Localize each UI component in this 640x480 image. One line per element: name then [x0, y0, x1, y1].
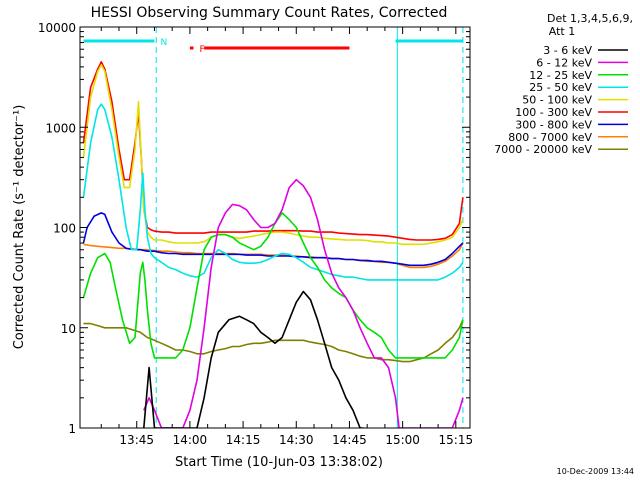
x-tick-label-4: 14:45	[332, 433, 367, 447]
flag-label-N: N	[160, 38, 167, 48]
legend-label-7: 800 - 7000 keV	[508, 131, 592, 144]
x-tick-label-2: 14:15	[226, 433, 261, 447]
footer-date: 10-Dec-2009 13:44	[557, 467, 634, 476]
plot-area	[82, 27, 464, 428]
chart-title: HESSI Observing Summary Count Rates, Cor…	[91, 5, 448, 21]
series-line-8	[83, 319, 464, 363]
y-tick-label-2: 100	[53, 222, 76, 236]
series-line-7	[83, 242, 464, 269]
y-tick-label-4: 10000	[38, 21, 76, 35]
legend-label-4: 50 - 100 keV	[522, 94, 592, 107]
legend-label-3: 25 - 50 keV	[529, 81, 592, 94]
x-axis-label: Start Time (10-Jun-03 13:38:02)	[175, 455, 383, 470]
legend-label-5: 100 - 300 keV	[515, 106, 592, 119]
x-tick-label-1: 14:00	[173, 433, 208, 447]
x-tick-label-6: 15:15	[439, 433, 474, 447]
x-tick-label-5: 15:00	[385, 433, 420, 447]
series-line-4	[82, 64, 464, 246]
legend-label-8: 7000 - 20000 keV	[494, 143, 592, 156]
series-line-1	[143, 178, 464, 428]
x-tick-label-0: 13:45	[119, 433, 154, 447]
legend-header-line-1: Det 1,3,4,5,6,9,	[547, 12, 633, 25]
legend-label-2: 12 - 25 keV	[529, 69, 592, 82]
legend-label-0: 3 - 6 keV	[543, 44, 592, 57]
series-line-0	[143, 290, 364, 428]
y-tick-label-3: 1000	[45, 121, 76, 135]
legend-header-line-2: Att 1	[549, 25, 575, 38]
flag-label-F: F	[199, 45, 204, 55]
y-tick-label-1: 10	[61, 322, 76, 336]
y-axis-label: Corrected Count Rate (s⁻¹ detector⁻¹)	[12, 105, 27, 350]
series-line-3	[82, 103, 464, 281]
legend-label-6: 300 - 800 keV	[515, 118, 592, 131]
y-tick-label-0: 1	[68, 422, 76, 436]
x-tick-label-3: 14:30	[279, 433, 314, 447]
legend-label-1: 6 - 12 keV	[536, 56, 592, 69]
axes: 13:45 14:00 14:15 14:30 14:45 15:00 15:15 1 10 10…	[38, 21, 473, 447]
series-line-2	[82, 212, 464, 359]
